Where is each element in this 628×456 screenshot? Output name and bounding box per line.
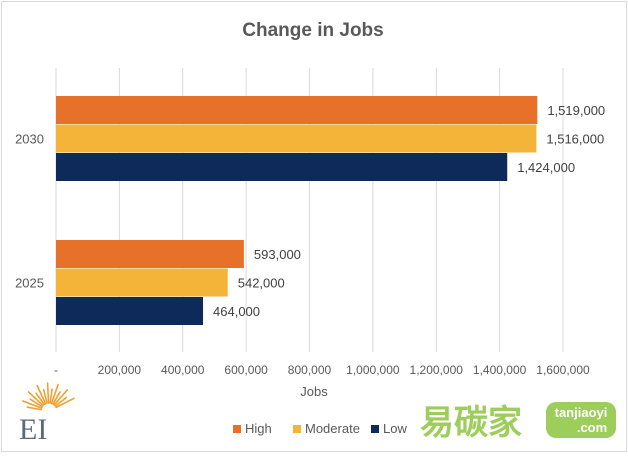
x-tick-label: 200,000: [98, 363, 142, 377]
data-label: 593,000: [254, 247, 301, 262]
x-tick-label: 600,000: [224, 363, 268, 377]
x-tick-label: 1,200,000: [410, 363, 464, 377]
category-label-2030: 2030: [15, 131, 44, 146]
legend-label-low: Low: [383, 421, 407, 436]
data-label: 1,424,000: [517, 160, 575, 175]
legend-label-high: High: [245, 421, 272, 436]
watermark-domain-badge: [546, 402, 616, 438]
x-tick-label: 800,000: [288, 363, 332, 377]
x-tick-label: 1,400,000: [473, 363, 527, 377]
logo-ray: [52, 391, 61, 405]
legend-label-moderate: Moderate: [305, 421, 360, 436]
bar-moderate-2030: [56, 124, 537, 153]
chart-svg: Change in Jobs 1,519,000 1,516,000 1,424,0…: [15, 20, 616, 446]
legend-swatch-low: [371, 425, 379, 433]
data-label: 542,000: [238, 275, 285, 290]
bar-high-2030: [56, 96, 538, 124]
logo-ray: [54, 396, 68, 407]
logo-ray: [29, 398, 44, 408]
legend: High Moderate Low: [233, 421, 407, 436]
logo-ray: [27, 391, 44, 407]
bar-low-2030: [56, 153, 508, 181]
x-tick-label: -: [54, 363, 58, 377]
x-tick-label: 1,000,000: [346, 363, 400, 377]
x-tick-label: 400,000: [161, 363, 205, 377]
logo-ray: [49, 388, 53, 404]
logo-ray: [35, 392, 46, 406]
logo-ray: [42, 388, 48, 405]
logo-ray: [50, 383, 59, 405]
watermark-domain-top: tanjiaoyi: [555, 405, 608, 420]
logo-sunburst-icon: [22, 382, 75, 411]
logo-ray: [46, 382, 50, 404]
logo-ray: [36, 384, 47, 405]
bar-high-2025: [56, 240, 244, 268]
legend-swatch-moderate: [293, 425, 301, 433]
watermark: 易碳家 tanjiaoyi .com: [420, 402, 616, 442]
watermark-domain-bottom: .com: [577, 420, 607, 435]
x-tick-label: 1,600,000: [536, 363, 590, 377]
chart-title: Change in Jobs: [242, 20, 383, 41]
logo-ray: [22, 400, 43, 409]
data-label: 464,000: [213, 304, 260, 319]
bars: [56, 96, 538, 325]
logo-text: EI: [19, 413, 47, 446]
legend-swatch-high: [233, 425, 241, 433]
logo-ray: [55, 397, 75, 409]
logo-ray: [53, 389, 69, 406]
data-labels: 1,519,000 1,516,000 1,424,000 593,000 542,00…: [213, 103, 605, 319]
bar-low-2025: [56, 297, 204, 325]
logo: EI: [19, 382, 75, 446]
category-label-2025: 2025: [15, 275, 44, 290]
data-label: 1,519,000: [547, 103, 605, 118]
data-label: 1,516,000: [546, 131, 604, 146]
x-tick-labels: - 200,000 400,000 600,000 800,000 1,000,000 1,…: [54, 363, 590, 377]
bar-moderate-2025: [56, 268, 228, 297]
watermark-cn-text: 易碳家: [420, 404, 522, 442]
category-labels: 2030 2025: [15, 131, 44, 290]
logo-ray: [26, 406, 42, 411]
x-axis-label: Jobs: [300, 384, 328, 399]
